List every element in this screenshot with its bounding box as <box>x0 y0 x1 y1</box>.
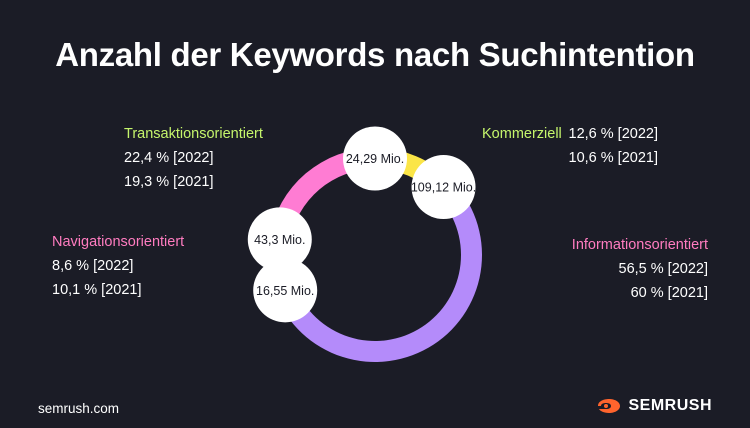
category-value-2022-transaktion: 22,4 % [2022] <box>124 150 214 166</box>
chart-title: Anzahl der Keywords nach Suchintention <box>55 36 695 73</box>
category-value-2021-information: 60 % [2021] <box>630 285 708 301</box>
category-kommerziell-name-block: Kommerziell <box>482 122 562 146</box>
category-name-kommerziell: Kommerziell <box>482 126 562 142</box>
category-kommerziell: 12,6 % [2022] 10,6 % [2021] <box>569 122 659 170</box>
category-information: Informationsorientiert 56,5 % [2022] 60 … <box>572 233 708 305</box>
source-link[interactable]: semrush.com <box>38 401 120 416</box>
semrush-flame-icon <box>598 399 621 413</box>
category-value-2021-navigation: 10,1 % [2021] <box>52 282 142 298</box>
category-name-transaktion: Transaktionsorientiert <box>124 126 263 142</box>
category-value-2022-kommerziell: 12,6 % [2022] <box>568 126 659 142</box>
slice-value-label-1: 109,12 Mio. <box>411 181 476 195</box>
slice-value-label-2: 16,55 Mio. <box>256 284 314 298</box>
category-transaktion: Transaktionsorientiert 22,4 % [2022] 19,… <box>124 122 263 194</box>
slice-value-label-3: 43,3 Mio. <box>254 233 305 247</box>
slice-bubble-2 <box>253 258 318 323</box>
category-name-navigation: Navigationsorientiert <box>52 234 185 250</box>
semrush-logo: SEMRUSH <box>596 397 712 415</box>
slice-bubble-1 <box>411 155 476 220</box>
category-value-2022-navigation: 8,6 % [2022] <box>52 258 134 274</box>
category-value-2022-information: 56,5 % [2022] <box>618 261 709 277</box>
slice-value-label-0: 24,29 Mio. <box>346 152 404 166</box>
slice-bubble-0 <box>343 126 407 191</box>
category-value-2021-kommerziell: 10,6 % [2021] <box>568 150 659 166</box>
brand-name: SEMRUSH <box>628 397 712 414</box>
category-name-information: Informationsorientiert <box>571 237 708 253</box>
category-navigation: Navigationsorientiert 8,6 % [2022] 10,1 … <box>52 230 184 302</box>
category-value-2021-transaktion: 19,3 % [2021] <box>124 174 214 190</box>
slice-bubble-3 <box>247 207 312 272</box>
